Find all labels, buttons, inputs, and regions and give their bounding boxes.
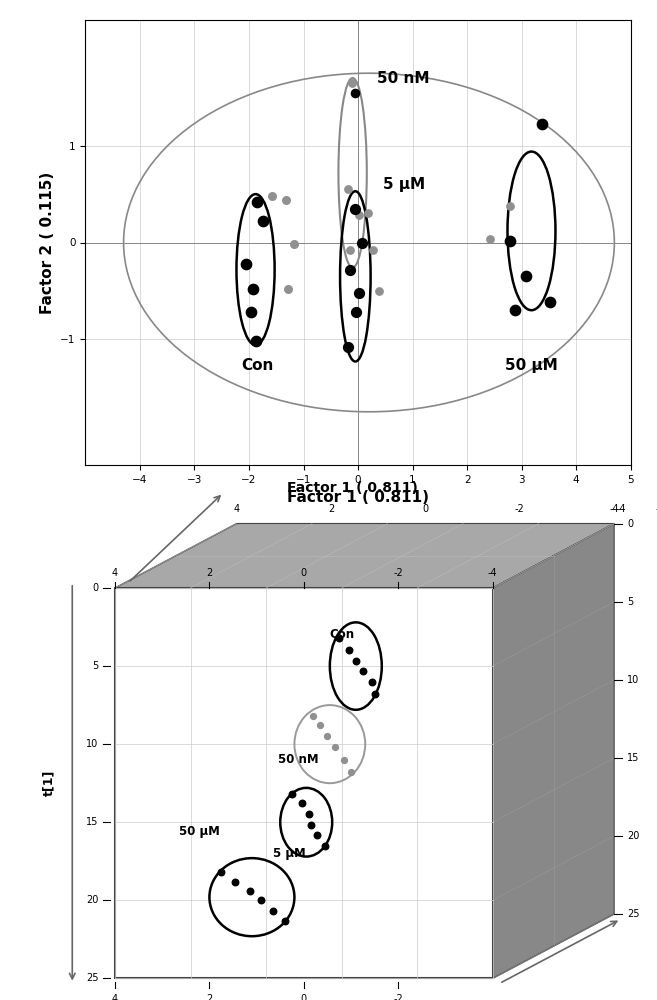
Point [505, 233, 515, 249]
Point [339, 752, 350, 768]
Polygon shape [115, 524, 614, 588]
Text: -4: -4 [616, 504, 625, 514]
Text: 50 nM: 50 nM [278, 753, 319, 766]
Polygon shape [493, 524, 614, 978]
Y-axis label: Factor 2 ( 0.115): Factor 2 ( 0.115) [40, 171, 55, 314]
Point [268, 903, 279, 919]
Point [537, 116, 548, 132]
X-axis label: Factor 1 ( 0.811): Factor 1 ( 0.811) [287, 490, 429, 505]
Text: 15: 15 [627, 753, 640, 763]
Point [521, 268, 532, 284]
Text: 20: 20 [86, 895, 99, 905]
Text: Con: Con [330, 628, 355, 641]
Point [250, 333, 261, 349]
Point [308, 708, 319, 724]
Text: 0: 0 [301, 994, 307, 1000]
Text: -2: -2 [394, 994, 403, 1000]
Point [350, 201, 361, 217]
Point [368, 242, 378, 258]
Text: 20: 20 [627, 831, 640, 841]
Point [246, 304, 256, 320]
Point [322, 728, 332, 744]
Point [230, 874, 240, 890]
Point [216, 864, 227, 880]
Point [485, 231, 495, 247]
Point [510, 302, 520, 318]
Point [545, 294, 555, 310]
Text: 50 μM: 50 μM [505, 358, 558, 373]
Point [248, 281, 259, 297]
Point [367, 674, 378, 690]
Text: 10: 10 [86, 739, 99, 749]
Text: 2: 2 [206, 568, 213, 578]
Text: 5: 5 [627, 597, 634, 607]
Point [354, 207, 365, 223]
Text: 15: 15 [86, 817, 99, 827]
Point [258, 213, 268, 229]
Text: 2: 2 [206, 994, 213, 1000]
Point [351, 304, 361, 320]
Text: 0: 0 [93, 583, 99, 593]
Point [280, 913, 290, 929]
Point [312, 827, 323, 843]
Text: 4: 4 [112, 568, 118, 578]
Point [357, 663, 368, 679]
Point [252, 194, 262, 210]
Point [244, 883, 255, 899]
Point [345, 262, 355, 278]
Text: 0: 0 [422, 504, 428, 514]
Point [267, 188, 277, 204]
Text: Con: Con [241, 358, 273, 373]
Point [343, 339, 353, 355]
Point [283, 281, 294, 297]
Text: -5: -5 [656, 504, 657, 514]
Text: 0: 0 [627, 519, 633, 529]
Text: -2: -2 [394, 568, 403, 578]
Text: 2: 2 [328, 504, 334, 514]
Point [304, 806, 314, 822]
Text: 5 μM: 5 μM [273, 847, 306, 860]
Point [505, 198, 515, 214]
Point [343, 181, 353, 197]
Point [357, 234, 368, 250]
Point [374, 283, 384, 299]
Point [345, 242, 355, 258]
Text: -4: -4 [610, 504, 619, 514]
Text: 4: 4 [233, 504, 240, 514]
Text: 5 μM: 5 μM [382, 177, 424, 192]
Point [346, 764, 356, 780]
Point [288, 236, 299, 252]
Point [306, 817, 316, 833]
Point [256, 892, 267, 908]
Point [241, 256, 252, 272]
Point [329, 739, 340, 755]
Point [350, 85, 361, 101]
Text: 10: 10 [627, 675, 640, 685]
Point [281, 192, 291, 208]
Point [346, 75, 357, 91]
Point [354, 285, 365, 301]
Text: 5: 5 [92, 661, 99, 671]
Point [320, 838, 330, 854]
Text: 50 nM: 50 nM [377, 71, 430, 86]
Text: 25: 25 [627, 909, 640, 919]
Text: 50 μM: 50 μM [179, 825, 219, 838]
Point [344, 642, 354, 658]
Text: -4: -4 [488, 568, 497, 578]
Point [315, 717, 326, 733]
Point [363, 205, 373, 221]
Text: Factor 1 ( 0.811): Factor 1 ( 0.811) [287, 481, 418, 495]
Text: 0: 0 [301, 568, 307, 578]
Text: -2: -2 [515, 504, 525, 514]
Point [287, 786, 298, 802]
Point [369, 686, 380, 702]
Text: 25: 25 [86, 973, 99, 983]
Text: t[1]: t[1] [43, 770, 56, 796]
Polygon shape [115, 588, 493, 978]
Text: 4: 4 [112, 994, 118, 1000]
Point [334, 630, 344, 646]
Point [351, 653, 361, 669]
Point [296, 795, 307, 811]
